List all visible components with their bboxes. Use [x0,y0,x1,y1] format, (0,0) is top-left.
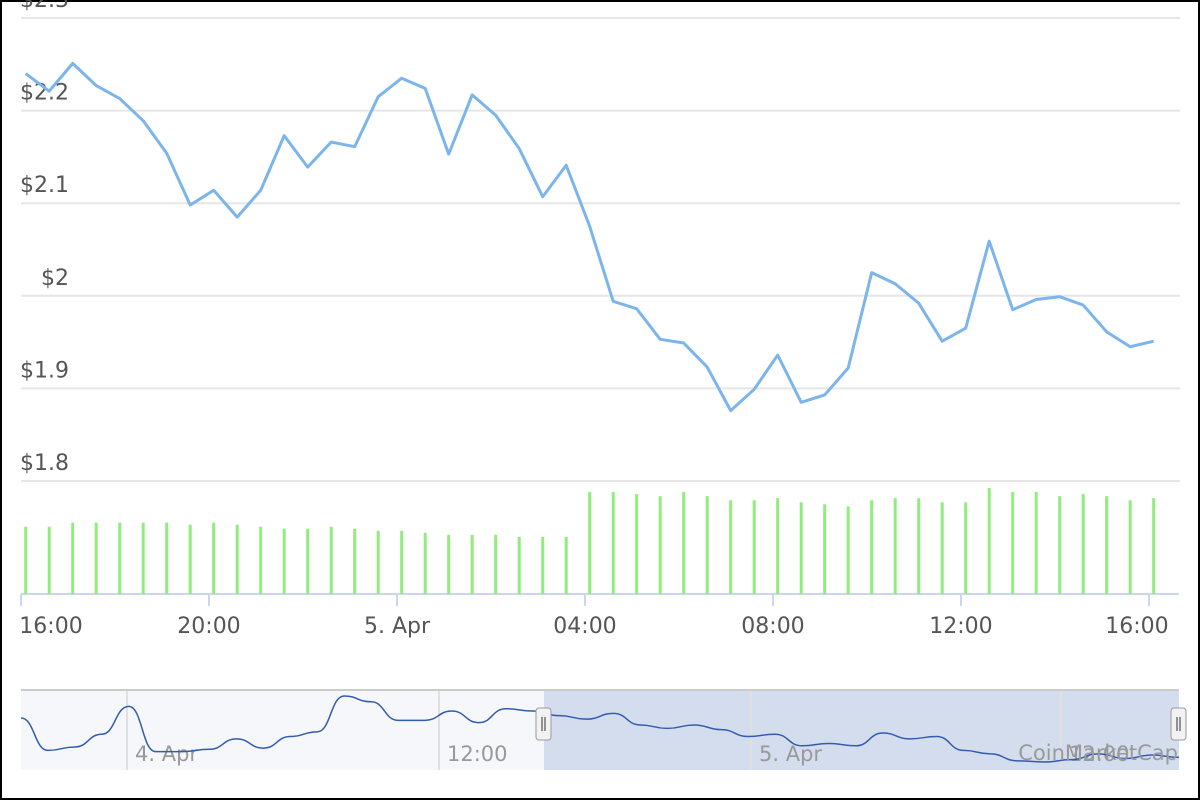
volume-bar [71,522,75,594]
volume-bar [635,494,639,594]
volume-bar [212,522,216,594]
volume-bar [1128,500,1132,594]
volume-bar [118,522,122,594]
volume-bar [376,530,380,594]
volume-bar [494,534,498,594]
volume-bar [752,500,756,594]
volume-bar [329,526,333,594]
volume-bar [564,536,568,594]
x-tick-label: 08:00 [741,614,804,639]
volume-bar [964,502,968,594]
volume-bar [423,532,427,594]
volume-bar [353,528,357,594]
navigator-label: 12:00 [447,742,508,766]
x-tick-label: 12:00 [929,614,992,639]
volume-bar [588,492,592,594]
volume-bar [870,500,874,594]
y-tick-label: $2 [41,266,69,291]
navigator-line [20,695,1180,763]
navigator-handle[interactable] [535,707,552,741]
y-tick-label: $1.9 [20,358,69,383]
volume-bar [799,502,803,594]
x-tick-label: 04:00 [553,614,616,639]
volume-bar [1081,494,1085,594]
volume-bar [705,496,709,594]
volume-bar [1105,496,1109,594]
volume-bar [729,500,733,594]
x-tick-label: 16:00 [19,614,82,639]
y-tick-label: $1.8 [20,451,69,476]
x-tick-label: 20:00 [177,614,240,639]
volume-bar [306,528,310,594]
volume-bar [259,526,263,594]
volume-bar [987,488,991,594]
volume-bar [188,524,192,594]
volume-bar [823,504,827,594]
volume-bar [682,492,686,594]
volume-bar [611,492,615,594]
volume-bar [940,502,944,594]
volume-bar [235,524,239,594]
volume-bar [282,528,286,594]
volume-bar [470,534,474,594]
y-tick-label: $2.2 [20,81,69,106]
volume-bar [893,498,897,594]
volume-bar [47,526,51,594]
watermark: CoinMarketCap [1018,741,1178,765]
price-line [24,61,1155,413]
volume-bar [917,498,921,594]
volume-bar [165,522,169,594]
volume-bar [447,534,451,594]
volume-bar [846,506,850,594]
volume-bar [24,526,28,594]
volume-bar [541,536,545,594]
volume-bar [658,496,662,594]
x-tick-label: 5. Apr [364,614,431,639]
y-tick-label: $2.3 [20,0,69,13]
volume-bar [1034,492,1038,594]
navigator-label: 5. Apr [759,742,822,766]
volume-bar [1011,492,1015,594]
volume-bar [400,530,404,594]
volume-bar [141,522,145,594]
navigator-handle[interactable] [1170,707,1187,741]
navigator-label: 4. Apr [135,742,198,766]
volume-bar [517,536,521,594]
volume-bar [94,522,98,594]
y-tick-label: $2.1 [20,173,69,198]
navigator-selection[interactable] [544,690,1179,770]
volume-bar [776,498,780,594]
volume-bar [1058,496,1062,594]
x-tick-label: 16:00 [1105,614,1168,639]
volume-bar [1152,498,1156,594]
